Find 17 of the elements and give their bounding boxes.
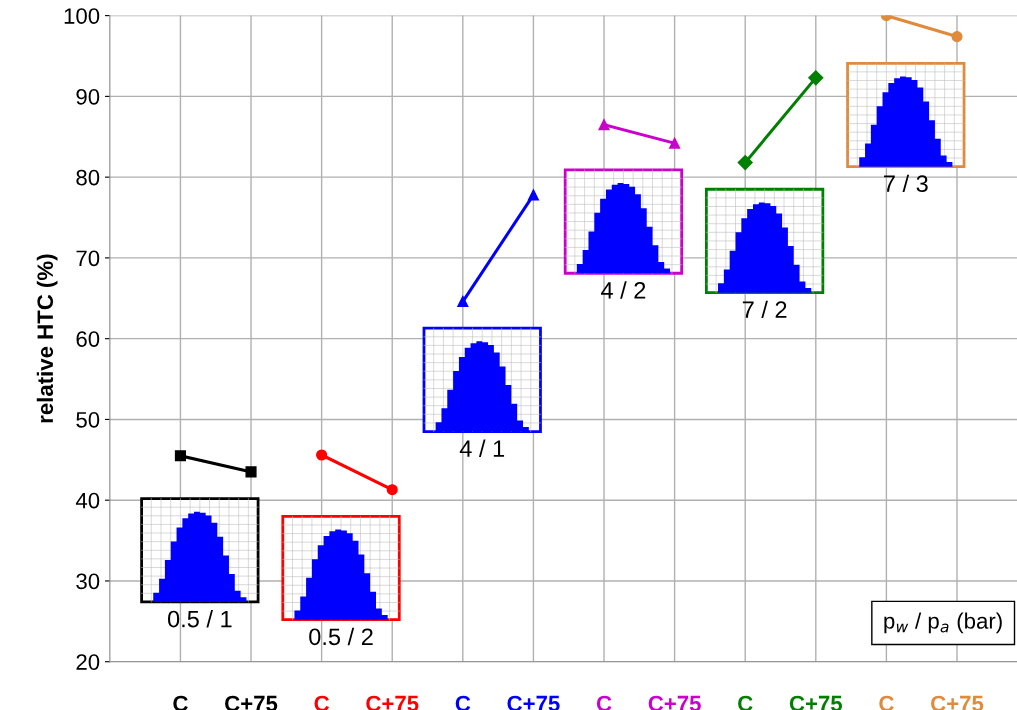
y-tick-label: 20 xyxy=(76,654,100,670)
annotation: 4 / 2 xyxy=(601,281,646,299)
y-tick-label: 40 xyxy=(75,492,100,509)
annotation: p$_{w}$ / p$_{a}$ (bar) xyxy=(884,612,1002,634)
annotation: 7 / 2 xyxy=(742,300,787,319)
y-tick-label: 50 xyxy=(76,411,100,428)
y-tick-label: 80 xyxy=(76,169,100,186)
y-tick-label: 90 xyxy=(76,88,100,105)
y-tick-label: 30 xyxy=(76,573,100,590)
y-tick-label: 60 xyxy=(76,331,100,347)
annotation: 4 / 1 xyxy=(459,439,505,457)
annotation: 7 / 3 xyxy=(884,174,928,193)
y-tick-label: 100 xyxy=(64,8,100,24)
y-tick-label: 70 xyxy=(76,250,100,267)
annotation: 0.5 / 1 xyxy=(167,610,232,628)
annotation: 0.5 / 2 xyxy=(309,627,373,646)
y-axis-title: relative HTC (%) xyxy=(36,254,58,423)
